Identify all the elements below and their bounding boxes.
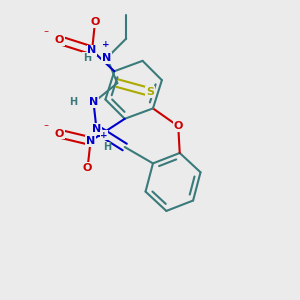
Text: N: N (86, 136, 95, 146)
Text: N: N (89, 98, 98, 107)
Text: O: O (83, 163, 92, 173)
Text: N: N (102, 53, 112, 63)
Text: O: O (55, 129, 64, 139)
Text: H: H (103, 142, 111, 152)
Text: N: N (92, 124, 101, 134)
Text: +: + (100, 130, 108, 140)
Text: H: H (69, 98, 77, 107)
Text: H: H (82, 53, 91, 63)
Text: O: O (55, 35, 64, 45)
Text: N: N (87, 45, 97, 56)
Text: O: O (90, 17, 100, 27)
Text: ⁻: ⁻ (44, 29, 49, 39)
Text: +: + (102, 40, 109, 49)
Text: S: S (146, 87, 154, 97)
Text: O: O (173, 121, 183, 131)
Text: ⁻: ⁻ (44, 123, 49, 133)
